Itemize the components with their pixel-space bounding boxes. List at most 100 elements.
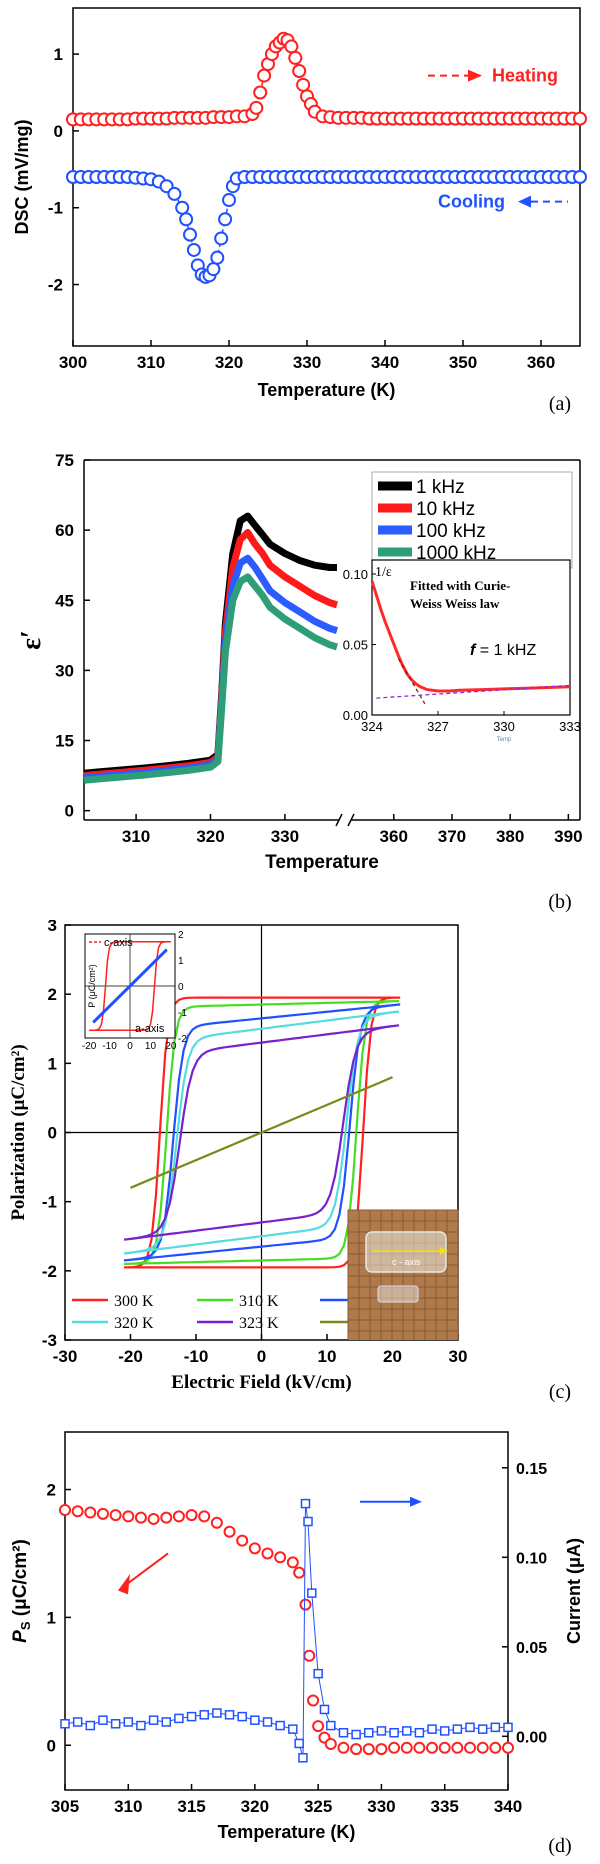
inset-c-axis-loop — [89, 941, 171, 1031]
data-point — [109, 1509, 122, 1522]
y-tick-label: -1 — [42, 1193, 57, 1212]
data-point — [303, 1516, 313, 1527]
data-point — [338, 1727, 349, 1738]
data-point — [261, 1547, 274, 1560]
data-point — [489, 1741, 502, 1754]
legend-label: 10 kHz — [416, 499, 475, 520]
data-point — [288, 1724, 298, 1734]
y-tick-label: 1 — [54, 45, 63, 64]
x-tick-label: 310 — [137, 353, 165, 372]
panel-d: 305 310 315 320 325 330 335 340 0 1 2 0.00 0.05 0.10 0… — [0, 1420, 600, 1864]
inset-x-axis-label: Temp — [497, 737, 512, 743]
data-point — [249, 100, 264, 115]
x-tick-label: 310 — [122, 827, 150, 846]
data-point — [59, 1503, 71, 1516]
x-tick-label: 330 — [367, 1797, 395, 1816]
data-point — [134, 1511, 147, 1524]
legend-label: 1000 kHz — [416, 543, 496, 564]
x-tick-label: 20 — [383, 1347, 402, 1366]
data-point — [364, 1727, 374, 1738]
photo-axis-label: c - axis — [392, 1257, 421, 1267]
y-tick-label: 0 — [54, 122, 63, 141]
data-point — [212, 1708, 222, 1718]
data-point — [275, 1720, 285, 1731]
dsc-chart: 300 310 320 330 340 350 360 -2 -1 0 1 Temperature (… — [12, 7, 587, 415]
data-point — [319, 1704, 330, 1715]
data-point — [85, 1720, 96, 1731]
panel-label: (d) — [548, 1835, 571, 1857]
heating-label: Heating — [492, 66, 558, 86]
data-point — [206, 262, 221, 277]
inset-y-tick-label: 2 — [178, 930, 184, 941]
y-left-symbol: P — [10, 1630, 31, 1643]
crystal-small — [377, 1285, 419, 1303]
x-tick-label: -10 — [184, 1347, 209, 1366]
inset-y-tick-label: 0 — [178, 982, 184, 993]
data-point — [96, 1507, 109, 1520]
data-point — [286, 1556, 299, 1569]
data-point — [389, 1727, 399, 1738]
legend-label: 300 K — [114, 1293, 154, 1310]
series-1-khz — [83, 512, 337, 777]
data-point — [257, 68, 272, 83]
loop-320-k — [123, 1010, 400, 1255]
data-point — [72, 1717, 83, 1727]
series-ps — [59, 1503, 514, 1756]
y-tick-label: 75 — [55, 451, 74, 470]
ps-axis-arrowhead — [118, 1573, 130, 1595]
legend-label: 323 K — [239, 1315, 279, 1332]
x-axis-label: Temperature (K) — [258, 380, 396, 400]
data-point — [186, 1711, 197, 1722]
y-axis-label: DSC (mV/mg) — [12, 119, 32, 234]
inset-y-tick-label: 1 — [178, 956, 184, 967]
x-tick-label: 360 — [527, 353, 555, 372]
y-tick-label: 45 — [55, 591, 74, 610]
crystal-photo: c - axis — [347, 1209, 459, 1340]
data-point — [503, 1722, 513, 1733]
data-point — [324, 1737, 337, 1750]
x-tick-label: 340 — [371, 353, 399, 372]
data-point — [98, 1715, 108, 1725]
data-point — [300, 1498, 311, 1509]
y-tick-label: 2 — [48, 985, 57, 1004]
data-point — [476, 1741, 489, 1754]
data-point — [123, 1717, 134, 1727]
data-point — [167, 186, 182, 201]
legend-label: 1 kHz — [416, 477, 465, 498]
data-point — [362, 1743, 375, 1756]
data-point — [71, 1505, 84, 1518]
series-10-khz — [83, 529, 339, 780]
axis-break-mark — [347, 813, 355, 827]
x-tick-label: 30 — [449, 1347, 468, 1366]
y-tick-label: -2 — [42, 1262, 57, 1281]
data-point — [426, 1741, 439, 1754]
x-tick-label: 320 — [215, 353, 243, 372]
x-tick-label: 10 — [318, 1347, 337, 1366]
data-point — [296, 77, 311, 92]
data-point — [210, 1516, 223, 1529]
data-point — [292, 63, 307, 78]
x-tick-label: 350 — [449, 353, 477, 372]
polarization-current-chart: 305 310 315 320 325 330 335 340 0 1 2 0.00 0.05 0.10 0… — [10, 1431, 584, 1857]
data-point — [413, 1741, 426, 1754]
x-axis-label: Electric Field (kV/cm) — [171, 1372, 351, 1393]
data-point — [161, 1717, 172, 1727]
inset-y-tick-label: 0.10 — [343, 567, 368, 582]
inset-frequency-label: f = 1 kHZ — [470, 642, 536, 659]
data-point — [439, 1726, 450, 1736]
data-point — [250, 1715, 260, 1725]
legend-label: 320 K — [114, 1315, 154, 1332]
loop-315-k — [123, 1003, 401, 1262]
y-tick-label: 0 — [65, 802, 74, 821]
y-left-units: (μC/cm²) — [10, 1539, 31, 1621]
data-point — [312, 1720, 325, 1733]
x-tick-label: 315 — [177, 1797, 205, 1816]
loop-300-k — [124, 996, 401, 1269]
x-tick-label: 305 — [51, 1797, 79, 1816]
data-point — [376, 1726, 387, 1736]
data-point — [573, 111, 587, 126]
y-tick-label: 3 — [48, 920, 57, 935]
x-tick-label: 340 — [494, 1797, 522, 1816]
inset-x-tick-label: 20 — [165, 1041, 177, 1052]
